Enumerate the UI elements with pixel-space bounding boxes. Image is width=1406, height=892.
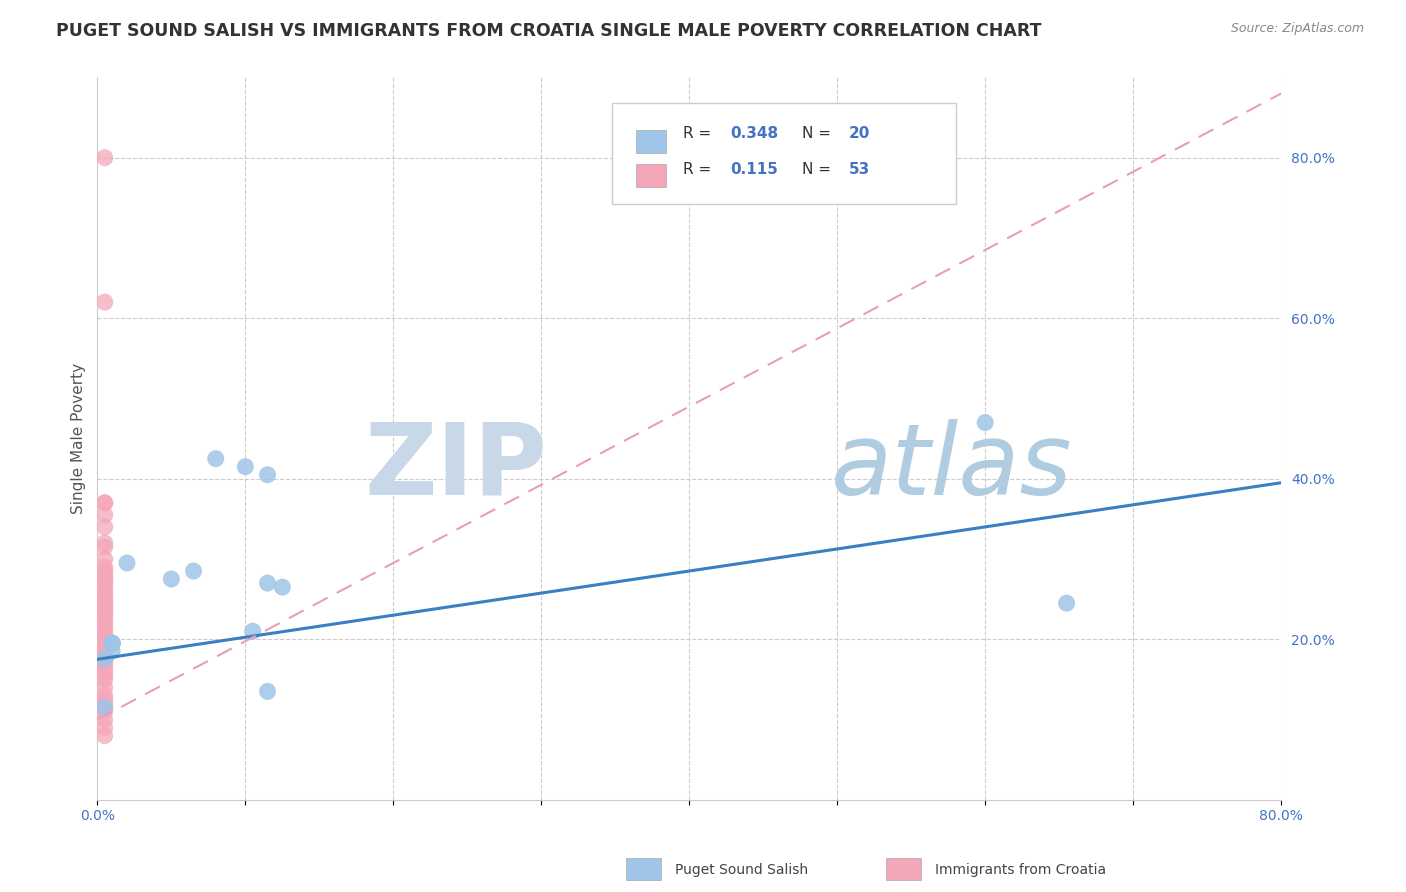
Point (94, 572, 117, 586)
Point (183, 564, 205, 578)
Point (94, 648, 117, 663)
Point (94, 705, 117, 719)
Point (94, 572, 117, 586)
Point (94, 692, 117, 706)
Point (94, 713, 117, 727)
Point (974, 416, 997, 430)
Point (94, 620, 117, 634)
Point (101, 636, 124, 650)
Point (94, 668, 117, 682)
Text: Source: ZipAtlas.com: Source: ZipAtlas.com (1230, 22, 1364, 36)
Point (256, 467, 278, 482)
Point (94, 568, 117, 582)
Point (94, 681, 117, 695)
Point (94, 652, 117, 666)
Point (94, 592, 117, 607)
Point (101, 636, 124, 650)
Text: 0.348: 0.348 (731, 126, 779, 141)
Point (94, 652, 117, 666)
Text: N =: N = (801, 126, 835, 141)
Text: 20: 20 (849, 126, 870, 141)
Text: Puget Sound Salish: Puget Sound Salish (675, 863, 808, 877)
Point (94, 660, 117, 674)
Point (94, 596, 117, 610)
Point (115, 556, 138, 570)
Point (94, 721, 117, 735)
Point (271, 580, 294, 594)
Point (94, 636, 117, 650)
Point (94, 604, 117, 618)
Text: 0.115: 0.115 (731, 161, 779, 177)
Point (94, 689, 117, 703)
Point (242, 624, 264, 639)
Point (94, 700, 117, 714)
Point (94, 588, 117, 602)
Point (94, 640, 117, 655)
Point (94, 612, 117, 626)
Point (101, 636, 124, 650)
Text: PUGET SOUND SALISH VS IMMIGRANTS FROM CROATIA SINGLE MALE POVERTY CORRELATION CH: PUGET SOUND SALISH VS IMMIGRANTS FROM CR… (56, 22, 1042, 40)
FancyBboxPatch shape (636, 130, 665, 153)
Point (94, 628, 117, 642)
Point (160, 572, 183, 586)
Point (94, 560, 117, 574)
Point (94, 496, 117, 510)
Point (94, 552, 117, 566)
Point (94, 632, 117, 647)
Point (94, 151, 117, 165)
Point (94, 700, 117, 714)
Point (94, 729, 117, 743)
Point (94, 600, 117, 615)
Text: R =: R = (683, 126, 717, 141)
Point (94, 652, 117, 666)
Point (256, 576, 278, 591)
Text: atlas: atlas (831, 419, 1073, 516)
Point (94, 697, 117, 711)
Point (94, 520, 117, 534)
Y-axis label: Single Male Poverty: Single Male Poverty (72, 363, 86, 514)
Point (94, 540, 117, 554)
FancyBboxPatch shape (636, 164, 665, 187)
Point (94, 295, 117, 310)
Point (94, 536, 117, 550)
Point (256, 684, 278, 698)
Point (94, 576, 117, 591)
Point (94, 608, 117, 623)
Point (94, 596, 117, 610)
Text: Immigrants from Croatia: Immigrants from Croatia (935, 863, 1107, 877)
Point (94, 496, 117, 510)
Point (101, 636, 124, 650)
Point (94, 584, 117, 599)
Point (94, 636, 117, 650)
Point (94, 604, 117, 618)
Point (204, 451, 226, 466)
Text: R =: R = (683, 161, 717, 177)
Point (233, 459, 256, 474)
Point (101, 636, 124, 650)
Point (94, 564, 117, 578)
Text: N =: N = (801, 161, 835, 177)
Point (94, 632, 117, 647)
Point (94, 624, 117, 639)
Point (101, 644, 124, 658)
Point (94, 508, 117, 522)
Point (94, 580, 117, 594)
Text: ZIP: ZIP (364, 419, 547, 516)
Point (94, 665, 117, 679)
Point (1056, 596, 1078, 610)
Point (94, 657, 117, 671)
Point (94, 644, 117, 658)
Text: 53: 53 (849, 161, 870, 177)
Point (94, 616, 117, 631)
Point (94, 673, 117, 687)
FancyBboxPatch shape (612, 103, 956, 204)
